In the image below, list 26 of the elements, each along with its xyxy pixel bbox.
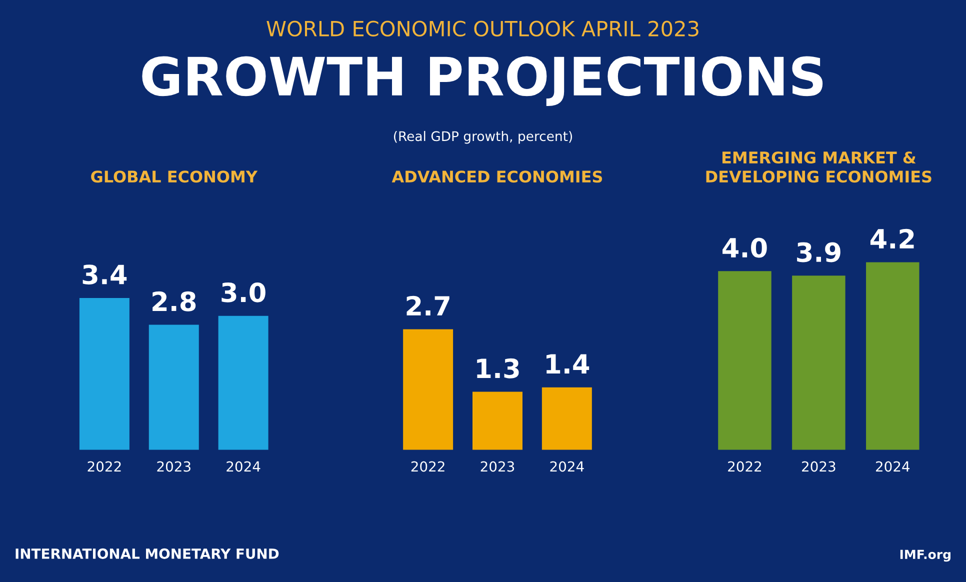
data-label: 4.0 bbox=[722, 238, 767, 258]
text: WORLD ECONOMIC OUTLOOK APRIL 2023 bbox=[266, 20, 698, 36]
text: INTERNATIONAL MONETARY FUND bbox=[16, 548, 279, 559]
x-tick-label: 2023 bbox=[802, 461, 836, 472]
data-label: 3.9 bbox=[797, 242, 840, 262]
x-tick-label: 2023 bbox=[157, 461, 190, 472]
x-tick-label: 2024 bbox=[226, 461, 260, 472]
x-tick-label: 2024 bbox=[876, 461, 910, 472]
chart-title: EMERGING MARKET & DEVELOPING ECONOMIES bbox=[706, 151, 932, 183]
data-label: 4.2 bbox=[870, 228, 914, 248]
data-label: 1.4 bbox=[546, 354, 590, 374]
data-label: 3.0 bbox=[222, 282, 266, 302]
x-tick-label: 2022 bbox=[728, 461, 762, 472]
x-tick-label: 2022 bbox=[411, 461, 444, 472]
text: GROWTH PROJECTIONS bbox=[142, 56, 823, 106]
chart-title: GLOBAL ECONOMY bbox=[91, 170, 258, 183]
text: (Real GDP growth, percent) bbox=[394, 130, 572, 144]
x-tick-label: 2022 bbox=[88, 461, 121, 472]
data-label: 3.4 bbox=[82, 264, 127, 285]
chart-title: ADVANCED ECONOMIES bbox=[392, 170, 602, 183]
x-tick-label: 2023 bbox=[480, 461, 514, 472]
data-label: 2.8 bbox=[152, 291, 196, 312]
data-label: 1.3 bbox=[477, 358, 519, 378]
text: IMF.org bbox=[900, 550, 950, 562]
x-tick-label: 2024 bbox=[550, 461, 584, 472]
data-label: 2.7 bbox=[406, 296, 450, 316]
